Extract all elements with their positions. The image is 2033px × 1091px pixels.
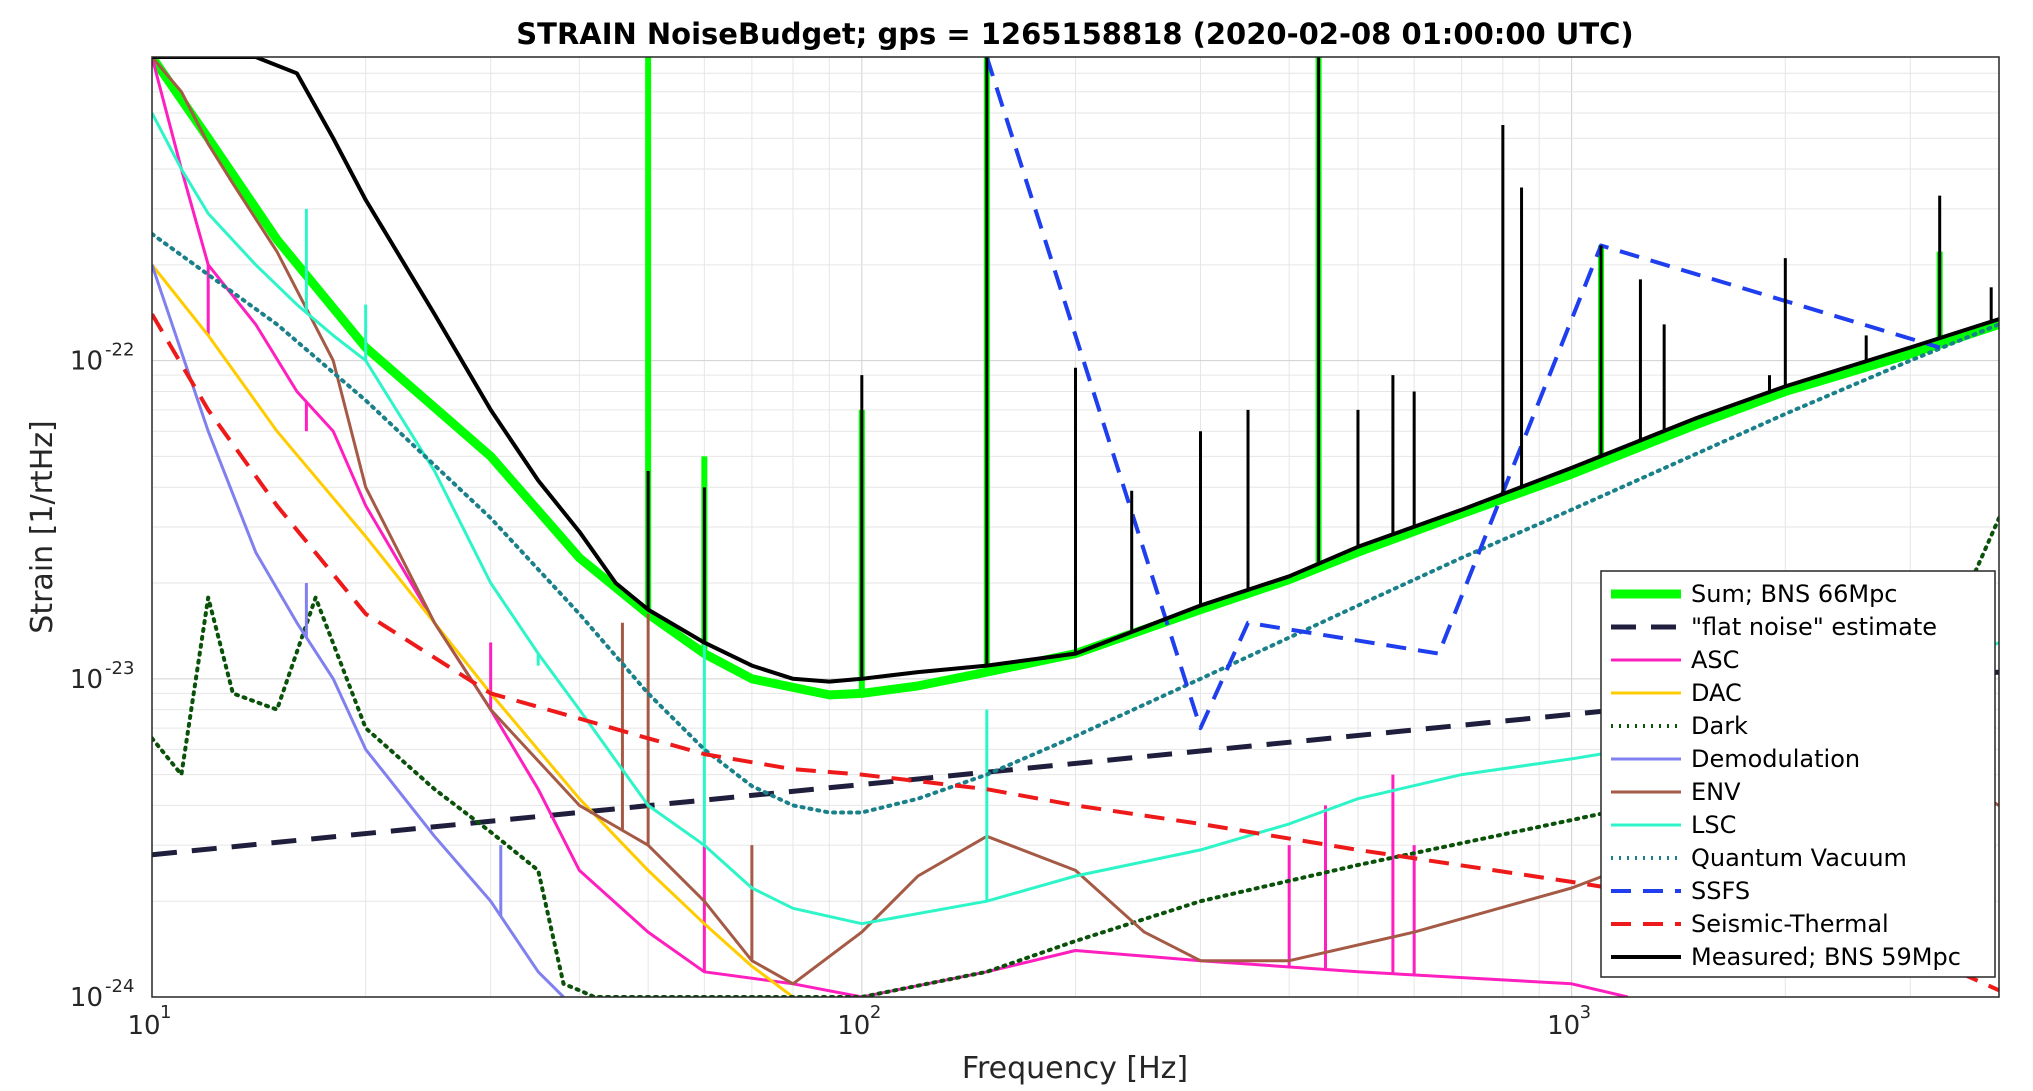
legend-label: SSFS	[1691, 877, 1750, 905]
x-tick-label: 10 1	[127, 1002, 171, 1041]
legend-entry: Demodulation	[1611, 745, 1860, 773]
legend-entry: LSC	[1611, 811, 1736, 839]
legend-box	[1600, 570, 1996, 978]
y-axis-label: Strain [1/rtHz]	[25, 420, 60, 633]
series-line-dac	[152, 263, 794, 997]
series-dark	[152, 516, 1999, 997]
legend-label: Measured; BNS 59Mpc	[1691, 943, 1961, 971]
y-tick-base: 10	[70, 983, 103, 1013]
legend: Sum; BNS 66Mpc "flat noise" estimate ASC DA…	[1600, 570, 1996, 978]
legend-entry: ASC	[1611, 646, 1739, 674]
legend-label: Quantum Vacuum	[1691, 844, 1907, 872]
series-line-env	[152, 57, 1999, 986]
legend-label: Sum; BNS 66Mpc	[1691, 580, 1898, 608]
legend-label: LSC	[1691, 811, 1736, 839]
x-tick-label: 10 2	[837, 1002, 881, 1041]
series-line-sum-bns-66mpc	[152, 57, 1999, 700]
series-line-demodulation	[152, 264, 565, 997]
legend-entry: Measured; BNS 59Mpc	[1611, 943, 1961, 971]
series-lsc	[152, 112, 1999, 926]
series-line-lsc	[152, 112, 1999, 926]
y-tick-exponent: -24	[105, 976, 134, 997]
y-tick-base: 10	[70, 347, 103, 377]
legend-label: Seismic-Thermal	[1691, 910, 1889, 938]
y-tick-label: 10 -23	[70, 658, 135, 695]
series-line-dark	[152, 516, 1999, 997]
series-line-flat-noise-estimate	[152, 669, 1999, 858]
x-tick-exponent: 1	[160, 1002, 171, 1023]
legend-entry: "flat noise" estimate	[1611, 613, 1937, 641]
legend-entry: Sum; BNS 66Mpc	[1611, 580, 1898, 608]
legend-entry: Seismic-Thermal	[1611, 910, 1889, 938]
x-tick-exponent: 3	[1580, 1002, 1591, 1023]
series-quantum-vacuum	[152, 232, 1999, 815]
series-dac	[152, 263, 794, 997]
series-layer	[152, 57, 1999, 997]
y-tick-label: 10 -24	[70, 976, 135, 1013]
legend-label: ENV	[1691, 778, 1741, 806]
legend-label: ASC	[1691, 646, 1739, 674]
series-line-measured-bns-59mpc	[152, 57, 1999, 684]
legend-entry: Dark	[1611, 712, 1748, 740]
legend-label: DAC	[1691, 679, 1742, 707]
legend-entry: Quantum Vacuum	[1611, 844, 1907, 872]
legend-label: Demodulation	[1691, 745, 1860, 773]
x-tick-base: 10	[127, 1011, 160, 1041]
x-tick-label: 10 3	[1547, 1002, 1591, 1041]
legend-entry: DAC	[1611, 679, 1742, 707]
y-tick-exponent: -23	[105, 658, 134, 679]
y-tick-label: 10 -22	[70, 340, 135, 377]
y-tick-exponent: -22	[105, 340, 134, 361]
series-line-asc	[152, 57, 1629, 997]
legend-entry: ENV	[1611, 778, 1741, 806]
x-tick-exponent: 2	[870, 1002, 881, 1023]
plot-frame	[151, 56, 2000, 998]
y-tick-base: 10	[70, 665, 103, 695]
legend-entry: SSFS	[1611, 877, 1750, 905]
x-axis-label: Frequency [Hz]	[962, 1051, 1188, 1086]
legend-label: Dark	[1691, 712, 1748, 740]
series-flat-noise-estimate	[152, 669, 1999, 858]
x-tick-base: 10	[837, 1011, 870, 1041]
x-tick-base: 10	[1547, 1011, 1580, 1041]
series-measured-bns-59mpc	[152, 57, 1999, 684]
series-line-ssfs	[984, 57, 1941, 731]
series-line-quantum-vacuum	[152, 232, 1999, 815]
chart-title: STRAIN NoiseBudget; gps = 1265158818 (20…	[516, 17, 1633, 51]
series-demodulation	[152, 264, 565, 997]
legend-label: "flat noise" estimate	[1691, 613, 1937, 641]
series-ssfs	[984, 57, 1941, 731]
series-asc	[152, 57, 1629, 997]
